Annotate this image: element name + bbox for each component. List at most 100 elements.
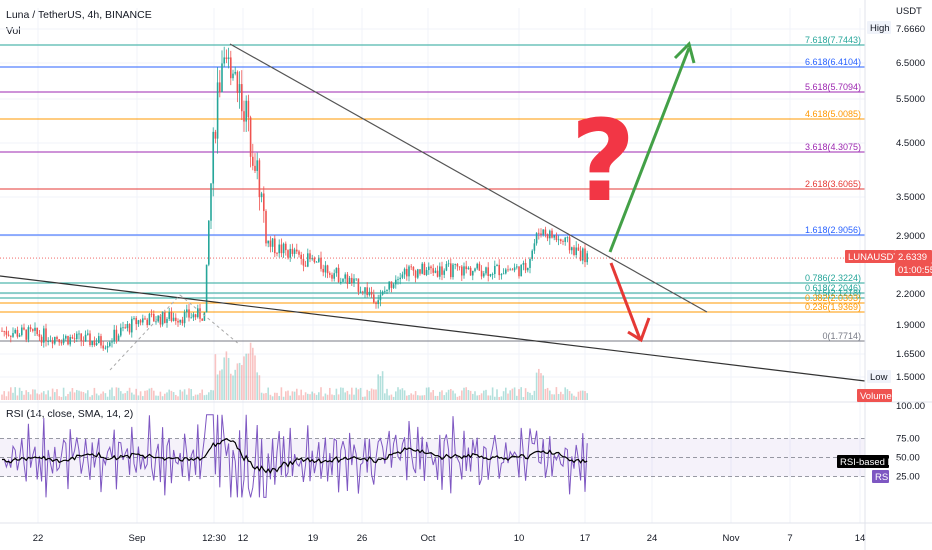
candle-body [375,302,377,305]
time-tick-label: 12 [238,533,249,544]
volume-bar [326,394,329,400]
volume-bar [498,396,500,400]
candle-body [461,266,463,276]
volume-bar [219,370,221,400]
candle-body [401,274,404,278]
rsi-tick-label: 100.00 [896,401,925,412]
candle-body [386,289,388,291]
volume-bar [168,389,170,400]
volume-bar [236,363,239,400]
candle-body [428,266,430,271]
volume-bar [505,387,507,400]
volume-bar [443,395,445,400]
candle-body [544,229,547,235]
candle-body [370,291,373,295]
volume-bar [346,390,349,400]
candle-body [384,290,386,292]
volume-bar [362,396,364,400]
volume-bar [304,392,307,400]
candle-body [76,333,78,340]
candle-body [221,63,223,93]
candle-body [331,274,333,279]
candle-body [271,238,274,247]
candle-body [100,336,102,346]
volume-bar [159,391,162,400]
candle-body [12,333,14,337]
candle-body [232,73,234,79]
volume-bar [276,392,278,400]
candle-body [106,346,109,348]
candle-body [89,333,91,346]
candle-body [535,232,538,244]
candle-body [194,314,197,318]
volume-bar [38,394,41,400]
candle-body [414,270,417,278]
volume-bar [507,393,509,400]
candle-body [1,330,3,332]
candle-body [23,327,25,330]
price-tick-label: 3.5000 [896,192,925,203]
candle-body [463,266,465,276]
volume-bar [280,387,283,400]
down-arrow-head [627,317,651,343]
candle-body [452,264,454,278]
candle-body [531,250,533,259]
candle-body [309,253,311,260]
candle-body [362,291,364,293]
volume-bar [388,395,390,400]
volume-bar [447,389,450,400]
volume-bar [439,391,441,400]
volume-bar [450,389,452,400]
candle-body [318,257,320,262]
volume-bar [337,394,340,400]
volume-bar [384,393,386,400]
candle-body [287,250,289,258]
candle-body [291,248,294,254]
rsi-pane [0,401,932,498]
candle-body [58,339,60,343]
volume-bar [331,394,333,400]
candle-body [423,263,426,275]
price-tick-label: 1.6500 [896,349,925,360]
volume-bar [102,391,104,400]
volume-bar [344,392,346,400]
candle-body [49,340,52,342]
candle-body [546,234,549,239]
volume-bar [164,393,166,400]
candle-body [566,237,569,239]
volume-bar [128,387,131,400]
candle-body [186,309,188,313]
volume-bar [575,396,577,400]
price-tick-label: 5.5000 [896,94,925,105]
volume-bar [122,393,124,400]
candle-body [573,247,575,255]
volume-bar [131,392,133,400]
candle-body [128,323,131,333]
candle-body [51,340,54,344]
candle-body [500,274,503,276]
candle-body [441,266,443,275]
volume-bar [553,394,555,400]
volume-bar [403,390,406,400]
volume-bar [3,391,5,400]
candle-body [513,267,516,271]
candle-body [302,258,305,266]
volume-bar [401,388,404,400]
volume-bar [419,395,421,400]
candle-body [392,284,395,288]
volume-bar [197,394,199,400]
volume-bar [315,394,318,400]
volume-bar [124,393,126,400]
countdown-badge: 01:00:55 [898,265,932,276]
volume-bar [579,390,582,400]
volume-bar [516,395,518,400]
candle-body [223,57,225,64]
volume-bar [573,395,575,400]
volume-bar [395,391,397,400]
volume-bar [120,391,122,400]
volume-bar [586,393,588,400]
candle-body [300,254,302,259]
candle-body [95,342,98,346]
volume-bar [351,387,353,400]
